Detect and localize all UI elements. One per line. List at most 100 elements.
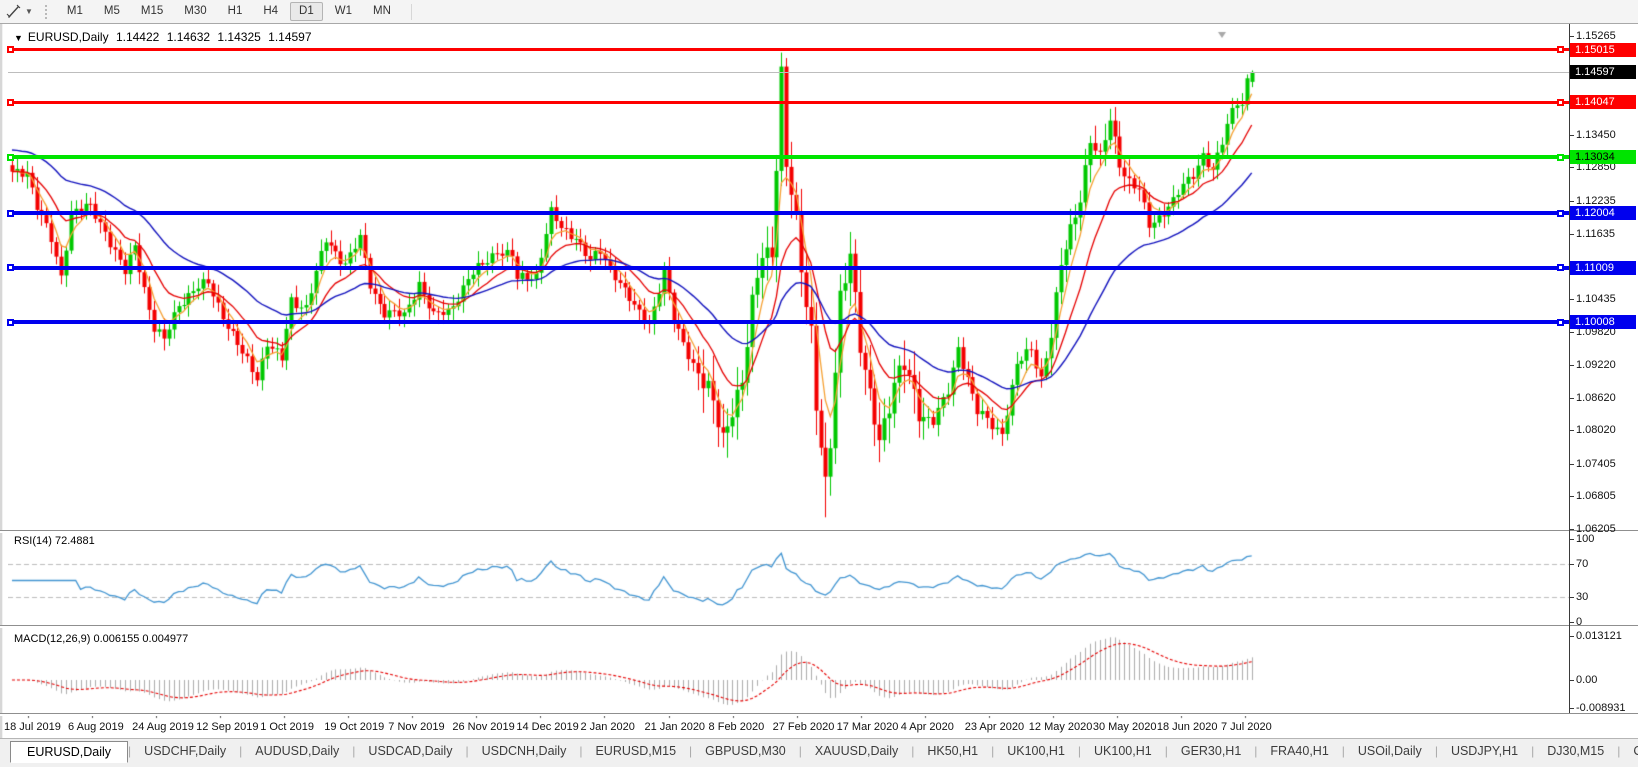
chart-tab-dj30-m15[interactable]: DJ30,M15 — [1547, 744, 1605, 758]
date-axis-label: 12 Sep 2019 — [196, 721, 259, 733]
timeframe-button-d1[interactable]: D1 — [290, 2, 323, 21]
date-axis-label: 6 Aug 2019 — [68, 721, 124, 733]
timeframe-button-m1[interactable]: M1 — [66, 5, 83, 17]
hline-handle[interactable] — [1557, 153, 1564, 161]
pane-separator-rsi-macd[interactable] — [0, 625, 1638, 628]
chart-tab-usdcnh-daily[interactable]: USDCNH,Daily — [481, 744, 567, 758]
chart-tab-usoil-daily[interactable]: USOil,Daily — [1357, 744, 1422, 758]
date-axis-label: 4 Apr 2020 — [900, 721, 954, 733]
price-hline-1.14047[interactable] — [8, 100, 1569, 104]
timeframe-button-w1[interactable]: W1 — [334, 5, 352, 17]
timeframe-button-m30[interactable]: M30 — [184, 5, 207, 17]
tab-divider: | — [128, 744, 132, 758]
timeframe-button-m5[interactable]: M5 — [103, 5, 120, 17]
price-axis-tick: 1.07405 — [1570, 457, 1616, 470]
chevron-down-icon: ▼ — [25, 7, 33, 16]
pane-separator-main-rsi[interactable] — [0, 530, 1638, 533]
chart-title: ▼ EURUSD,Daily 1.14422 1.14632 1.14325 1.… — [12, 30, 318, 44]
timeframe-toolbar: ▼ M1 M5 M15 M30 H1 H4 D1 W1 MN — [0, 0, 1638, 24]
price-chart-canvas[interactable] — [8, 31, 1569, 719]
price-hline-1.13034[interactable] — [8, 155, 1569, 160]
date-axis-label: 26 Nov 2019 — [452, 721, 515, 733]
date-axis-label: 17 Mar 2020 — [836, 721, 899, 733]
hline-handle[interactable] — [7, 153, 14, 161]
date-axis-label: 23 Apr 2020 — [964, 721, 1025, 733]
hline-handle[interactable] — [1557, 318, 1564, 326]
chart-tab-uk100-h1[interactable]: UK100,H1 — [1007, 744, 1065, 758]
chart-tab-audusd-daily[interactable]: AUDUSD,Daily — [255, 744, 340, 758]
ohlc-low: 1.14325 — [217, 30, 261, 44]
chart-tab-hk50-h1[interactable]: HK50,H1 — [927, 744, 979, 758]
price-axis-tick: 1.09820 — [1570, 326, 1616, 339]
timeframe-button-mn[interactable]: MN — [373, 5, 391, 17]
rsi-axis-tick: 70 — [1569, 557, 1589, 570]
macd-axis-tick: 0.013121 — [1570, 630, 1622, 642]
macd-axis-tick: 0.00 — [1569, 674, 1598, 686]
current-price-line — [8, 72, 1569, 74]
chart-tab-usdcad-daily[interactable]: USDCAD,Daily — [368, 744, 453, 758]
rsi-label: RSI(14) 72.4881 — [12, 535, 97, 547]
tab-divider: | — [465, 744, 469, 758]
pane-separator-macd-dates[interactable] — [0, 713, 1638, 716]
price-hline-1.11009[interactable] — [8, 265, 1569, 270]
price-line-badge: 1.11009 — [1570, 260, 1636, 275]
toolbar-separator — [410, 3, 412, 20]
price-axis-tick: 1.13450 — [1570, 128, 1616, 141]
hline-handle[interactable] — [7, 46, 14, 54]
chart-tab-ger30-h1[interactable]: GER30,H1 — [1180, 744, 1242, 758]
chart-dropdown-icon[interactable]: ▼ — [14, 33, 23, 43]
timeframe-button-h1[interactable]: H1 — [227, 5, 243, 17]
chart-tab-usdjpy-h1[interactable]: USDJPY,H1 — [1450, 744, 1519, 758]
date-axis-label: 21 Jan 2020 — [644, 721, 706, 733]
price-hline-1.12004[interactable] — [8, 211, 1569, 216]
window-left-edge — [0, 24, 3, 739]
timeframe-buttons: M1 M5 M15 M30 H1 H4 D1 W1 MN — [58, 2, 403, 21]
chart-tab-uk100-h1[interactable]: UK100,H1 — [1094, 744, 1152, 758]
macd-label: MACD(12,26,9) 0.006155 0.004977 — [12, 633, 191, 645]
hline-handle[interactable] — [7, 318, 14, 326]
date-axis-label: 7 Nov 2019 — [388, 721, 445, 733]
hline-handle[interactable] — [1557, 209, 1564, 217]
timeframe-button-m15[interactable]: M15 — [140, 5, 164, 17]
rsi-axis-tick: 30 — [1569, 591, 1589, 604]
tab-divider: | — [1617, 744, 1621, 758]
tab-divider: | — [1254, 744, 1258, 758]
chart-tab-eurusd-daily[interactable]: EURUSD,Daily — [10, 740, 129, 763]
hline-handle[interactable] — [1557, 264, 1564, 272]
timeframe-button-h4[interactable]: H4 — [263, 5, 279, 17]
chart-tab-gbpusd-m30[interactable]: GBPUSD,M30 — [705, 744, 786, 758]
hline-handle[interactable] — [7, 209, 14, 217]
date-axis-label: 7 Jul 2020 — [1220, 721, 1272, 733]
price-axis-tick: 1.08020 — [1570, 424, 1616, 437]
chart-tab-usdchf-daily[interactable]: USDCHF,Daily — [144, 744, 227, 758]
date-axis-label: 27 Feb 2020 — [772, 721, 835, 733]
tab-divider: | — [798, 744, 802, 758]
hline-handle[interactable] — [7, 264, 14, 272]
ohlc-high: 1.14632 — [166, 30, 211, 44]
chart-tab-china300-h4[interactable]: CHINA300,H4 — [1633, 744, 1638, 758]
crosshair-tool-button[interactable]: ▼ — [4, 3, 35, 21]
price-hline-1.10008[interactable] — [8, 320, 1569, 325]
hline-handle[interactable] — [7, 98, 14, 106]
price-line-badge: 1.13034 — [1570, 150, 1636, 165]
price-hline-1.15015[interactable] — [8, 48, 1569, 52]
price-axis-tick: 1.15265 — [1570, 30, 1616, 42]
date-axis-label: 1 Oct 2019 — [260, 721, 315, 733]
chart-tab-xauusd-daily[interactable]: XAUUSD,Daily — [814, 744, 899, 758]
date-axis-label: 2 Jan 2020 — [580, 721, 635, 733]
chart-tab-bar: EURUSD,Daily | USDCHF,Daily | AUDUSD,Daily | U… — [0, 738, 1638, 767]
date-axis-label: 18 Jun 2020 — [1156, 721, 1218, 733]
hline-handle[interactable] — [1557, 98, 1564, 106]
chart-tab-fra40-h1[interactable]: FRA40,H1 — [1270, 744, 1329, 758]
chart-window: ▼ EURUSD,Daily 1.14422 1.14632 1.14325 1.… — [0, 23, 1638, 739]
crosshair-icon — [6, 4, 21, 18]
chart-tab-eurusd-m15[interactable]: EURUSD,M15 — [595, 744, 677, 758]
date-axis-label: 14 Dec 2019 — [516, 721, 579, 733]
tab-divider: | — [239, 744, 243, 758]
ohlc-open: 1.14422 — [115, 30, 160, 44]
macd-axis-tick: -0.008931 — [1570, 702, 1626, 714]
price-axis-tick: 1.11635 — [1570, 227, 1615, 240]
hline-handle[interactable] — [1557, 46, 1564, 54]
chart-symbol-period: EURUSD,Daily — [27, 30, 109, 44]
